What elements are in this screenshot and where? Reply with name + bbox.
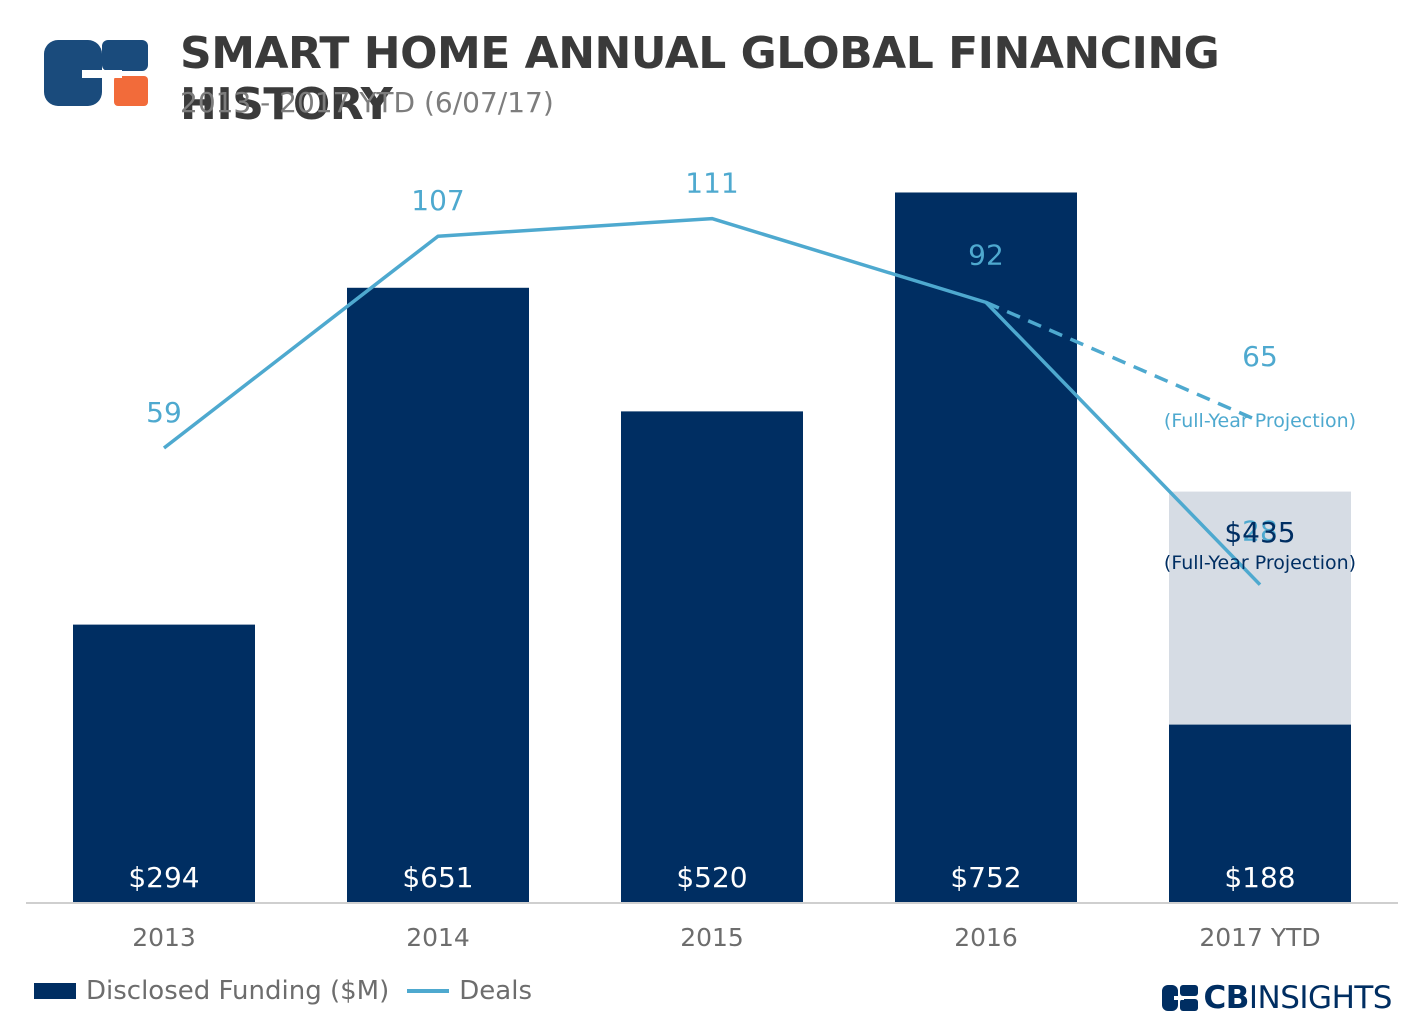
funding-value-label: $520 (676, 861, 747, 894)
chart-title: SMART HOME ANNUAL GLOBAL FINANCING HISTO… (180, 28, 1220, 130)
logo-mark (44, 40, 148, 106)
deals-projection-value: 65 (1242, 340, 1278, 373)
chart-subtitle: 2013 - 2017 YTD (6/07/17) (180, 86, 554, 119)
funding-bar (621, 411, 803, 902)
funding-value-label: $294 (128, 861, 199, 894)
logo-left-block (44, 40, 102, 106)
x-tick-label: 2014 (406, 923, 470, 952)
x-axis-ticks: 2013 2014 2015 2016 2017 YTD (132, 923, 1321, 952)
x-tick-label: 2015 (680, 923, 744, 952)
funding-bars (73, 192, 1351, 902)
data-labels: $294 $651 $520 $752 $188 59 107 111 92 28 65 (Full-… (128, 167, 1356, 894)
x-tick-label: 2013 (132, 923, 196, 952)
deals-value-label: 28 (1242, 515, 1278, 548)
deals-value-label: 107 (411, 184, 464, 217)
funding-value-label: $188 (1224, 861, 1295, 894)
cbinsights-icon (1161, 985, 1198, 1011)
deals-projection-note: (Full-Year Projection) (1164, 410, 1356, 432)
funding-bar (895, 192, 1077, 902)
legend-deals-swatch (407, 989, 450, 993)
logo-orange-block (114, 76, 148, 106)
deals-value-label: 92 (968, 238, 1004, 271)
legend: Disclosed Funding ($M) Deals (34, 976, 532, 1006)
cbinsights-wordmark: CB INSIGHTS (1161, 980, 1393, 1016)
legend-funding-swatch (34, 983, 76, 999)
funding-projection-value: $435 (1224, 516, 1295, 549)
funding-bar (73, 624, 255, 902)
funding-value-label: $752 (950, 861, 1021, 894)
brand-cb: CB (1203, 980, 1250, 1016)
deals-projection-line (985, 300, 1261, 424)
logo-top-right-block (102, 40, 148, 71)
brand-insights: INSIGHTS (1248, 980, 1393, 1016)
deals-line-path (162, 216, 1262, 586)
x-tick-label: 2017 YTD (1199, 923, 1320, 952)
deals-line (162, 216, 1262, 586)
funding-projection-note: (Full-Year Projection) (1164, 552, 1356, 574)
logo-gap (82, 70, 122, 78)
deals-value-label: 111 (685, 167, 738, 200)
funding-bar (1169, 724, 1351, 902)
x-tick-label: 2016 (954, 923, 1018, 952)
deals-value-label: 59 (146, 396, 182, 429)
legend-funding-label: Disclosed Funding ($M) (86, 976, 390, 1006)
funding-bar (347, 287, 529, 902)
legend-deals-label: Deals (459, 976, 532, 1006)
funding-value-label: $651 (402, 861, 473, 894)
